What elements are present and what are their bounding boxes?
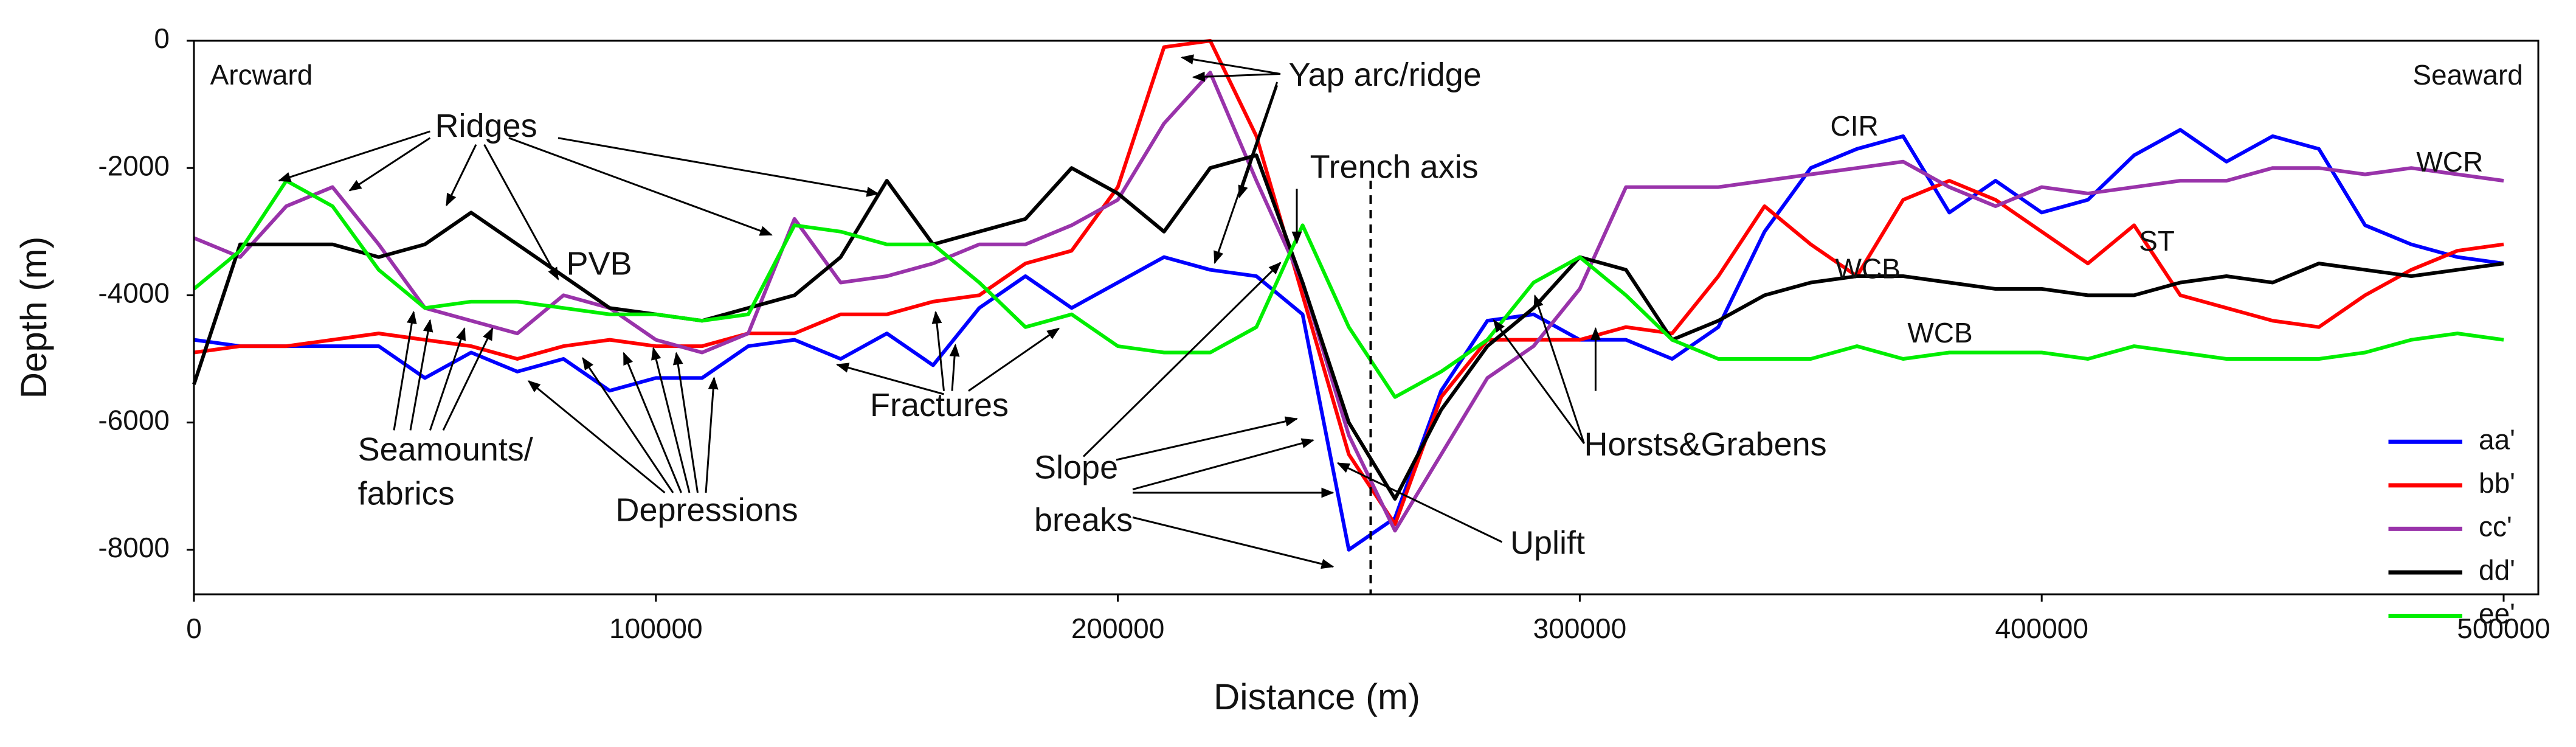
annotation-arrow: [1493, 319, 1585, 444]
annotation-arrow: [527, 380, 666, 494]
annotation-arrow: [508, 137, 773, 236]
y-tick-label: -6000: [98, 405, 170, 436]
annotation: breaks: [1034, 502, 1133, 538]
annotation: Slope: [1034, 449, 1118, 485]
annotation: PVB: [567, 246, 632, 282]
annotation-arrow: [705, 376, 719, 493]
annotation-arrow: [393, 310, 417, 431]
x-axis-title: Distance (m): [1214, 676, 1420, 717]
annotation-arrow: [1214, 82, 1279, 264]
annotation: Arcward: [210, 59, 313, 91]
annotation-arrow: [651, 347, 691, 493]
legend-label: bb': [2479, 467, 2515, 499]
annotation: fabrics: [358, 476, 455, 512]
annotation-arrow: [582, 356, 674, 493]
annotation: Seaward: [2412, 59, 2523, 91]
x-tick-label: 500000: [2457, 613, 2550, 644]
data-line: [193, 179, 2504, 399]
annotation-arrow: [483, 144, 559, 280]
legend-label: aa': [2479, 423, 2515, 455]
annotation-arrow: [1132, 516, 1335, 569]
annotation: Seamounts/: [358, 431, 533, 468]
annotation-arrow: [949, 343, 960, 391]
legend-label: cc': [2479, 511, 2512, 543]
annotation-arrow: [1116, 416, 1299, 461]
legend-label: dd': [2479, 554, 2515, 586]
annotation: CIR: [1831, 110, 1879, 142]
annotation-arrow: [672, 352, 699, 493]
annotation-arrow: [1192, 71, 1281, 82]
annotation-arrow: [409, 319, 433, 431]
annotation: Ridges: [435, 108, 537, 144]
data-line: [192, 153, 2504, 501]
annotation: WCB: [1907, 317, 1972, 349]
annotation-arrow: [348, 137, 431, 192]
annotation-arrow: [1082, 262, 1282, 457]
annotation-arrow: [429, 327, 466, 431]
y-tick-label: -8000: [98, 532, 170, 563]
annotation: Horsts&Grabens: [1584, 426, 1827, 463]
x-tick-label: 0: [186, 613, 202, 644]
data-line: [193, 128, 2504, 552]
annotation-arrow: [968, 327, 1060, 392]
annotation: WCR: [2416, 146, 2483, 178]
x-tick-label: 300000: [1533, 613, 1627, 644]
x-tick-label: 100000: [609, 613, 703, 644]
y-tick-label: -4000: [98, 277, 170, 309]
annotation-arrow: [1533, 294, 1585, 444]
annotation-arrow: [835, 363, 944, 395]
annotation-arrow: [931, 310, 945, 391]
annotation-arrow: [1180, 54, 1281, 75]
legend-label: ee': [2479, 598, 2515, 630]
data-line: [193, 39, 2504, 526]
data-line: [193, 71, 2504, 533]
annotation-arrow: [1238, 85, 1279, 198]
y-tick-label: 0: [154, 23, 170, 54]
annotation-arrow: [442, 327, 494, 431]
annotation-arrow: [446, 144, 477, 207]
plot-frame: [193, 40, 2540, 596]
annotation: WCB: [1835, 253, 1901, 285]
x-tick-label: 400000: [1995, 613, 2088, 644]
annotation-arrow: [558, 137, 880, 197]
y-tick-label: -2000: [98, 150, 170, 181]
y-axis-title: Depth (m): [13, 237, 54, 399]
annotation-arrow: [278, 130, 430, 182]
annotation-arrow: [623, 352, 682, 493]
x-tick-label: 200000: [1071, 613, 1165, 644]
annotation: Uplift: [1510, 525, 1585, 561]
annotation-arrow: [1336, 462, 1503, 543]
annotation: Trench axis: [1310, 148, 1479, 185]
annotation: ST: [2139, 225, 2175, 257]
annotation: Depressions: [616, 492, 798, 529]
annotation: Yap arc/ridge: [1289, 57, 1482, 93]
annotation-arrow: [1132, 438, 1315, 491]
